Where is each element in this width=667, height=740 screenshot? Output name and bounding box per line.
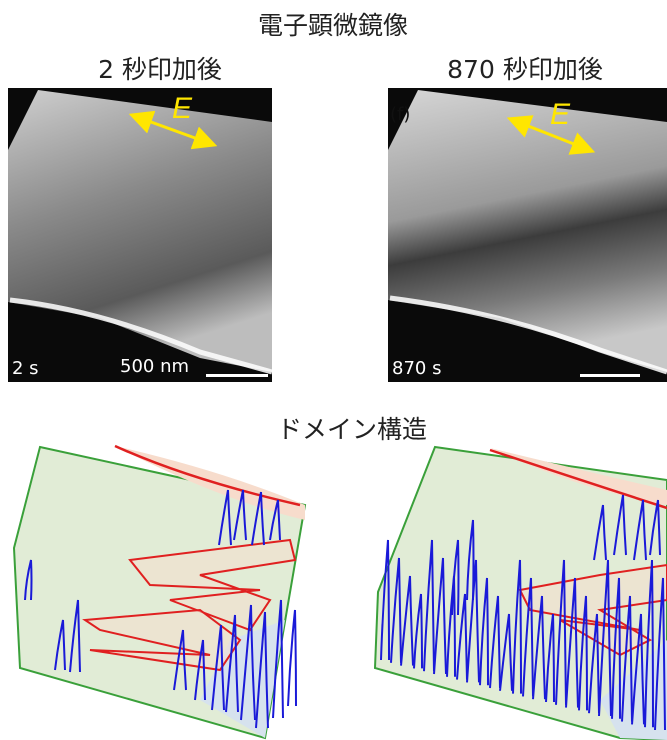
time-label: 2 s [12, 358, 39, 379]
panel-caption: 870 秒印加後 [447, 55, 603, 84]
micrograph: E 2 s 500 nm [8, 88, 272, 382]
scale-label: 500 nm [120, 356, 189, 377]
field-label: E [550, 98, 571, 131]
panel-caption: 2 秒印加後 [98, 55, 222, 84]
domain-needle [288, 610, 296, 706]
page: figure html, body { margin: 0; padding: … [0, 0, 667, 740]
domain-drawing [14, 446, 305, 738]
figure-title: 電子顕微鏡像 [258, 11, 408, 40]
body: {"header": {"title": "電子顕微鏡像"}, "panels"… [0, 0, 667, 740]
field-label: E [172, 92, 193, 125]
time-label: 870 s [392, 358, 441, 379]
panel-mark: (f) [390, 104, 410, 125]
figure: 電子顕微鏡像 2 秒印加後 870 秒印加後 E 2 s 500 nm (f) … [0, 0, 667, 740]
section-title: ドメイン構造 [277, 415, 427, 444]
scale-bar [206, 374, 268, 377]
domain-drawing [375, 447, 667, 740]
micrograph: (f) E 870 s [388, 88, 667, 382]
scale-bar [580, 374, 640, 377]
